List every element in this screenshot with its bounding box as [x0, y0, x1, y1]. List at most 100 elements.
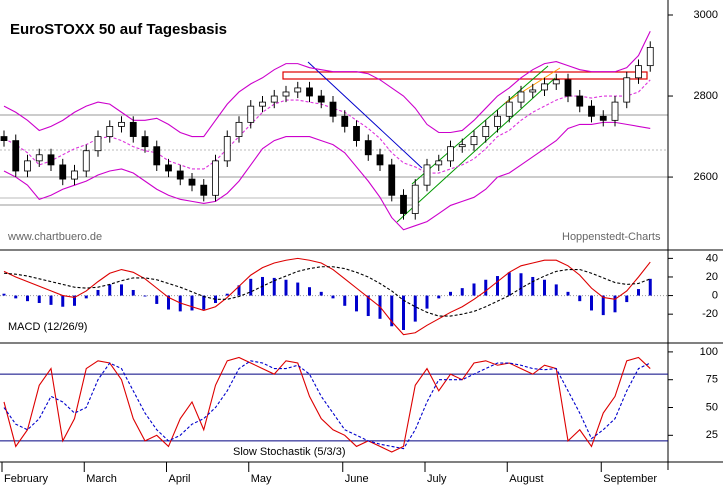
series-line [3, 121, 651, 231]
y-tick-label: 50 [706, 401, 718, 413]
candle-body [94, 136, 102, 152]
histogram-bar [472, 283, 476, 296]
candle-body [247, 105, 255, 123]
histogram-bar [167, 295, 170, 310]
histogram-bar [496, 276, 499, 296]
candle-body [447, 146, 454, 162]
histogram-bar [366, 295, 370, 317]
histogram-bar [519, 273, 523, 296]
candle-body [153, 146, 161, 166]
histogram-bar [402, 295, 405, 330]
candle-body [59, 164, 67, 180]
histogram-bar [566, 291, 570, 296]
candle-body [223, 136, 231, 162]
histogram-bar [2, 293, 6, 296]
histogram-bar [73, 295, 76, 306]
candle-body [635, 65, 642, 79]
series-line [3, 356, 651, 453]
candle-body [423, 164, 431, 186]
candle-body [353, 126, 360, 141]
y-tick-label: 2800 [694, 90, 718, 102]
candle-body [71, 170, 78, 180]
candle-body [118, 121, 125, 127]
resistance-zone [282, 71, 648, 80]
x-tick-label: March [86, 473, 117, 485]
decorations [0, 0, 723, 470]
histogram-bar [96, 289, 100, 296]
candle-body [541, 83, 548, 91]
candle-body [129, 121, 137, 137]
candle-body [529, 89, 537, 93]
candle-body [482, 126, 490, 137]
candle-body [329, 101, 337, 117]
histogram-bar [425, 295, 429, 309]
histogram-bar [26, 295, 29, 302]
histogram-bar [37, 295, 41, 304]
candle-body [400, 194, 407, 214]
candle-body [576, 95, 584, 107]
histogram-bar [155, 295, 159, 304]
histogram-bar [390, 295, 394, 327]
histogram-bar [449, 291, 452, 296]
candle-body [552, 79, 560, 85]
candle-body [82, 150, 90, 172]
histogram-bar [543, 279, 546, 296]
candle-body [388, 164, 396, 196]
y-tick-label: 25 [706, 429, 718, 441]
candle-body [611, 101, 619, 121]
histogram-bar [331, 295, 335, 299]
source-label: www.chartbuero.de [7, 231, 102, 243]
trend-channel [411, 65, 549, 185]
candle-body [588, 105, 595, 117]
histogram-bar [237, 285, 241, 296]
candle-body [306, 87, 313, 97]
y-tick-label: 0 [712, 289, 718, 301]
candle-body [646, 47, 654, 67]
histogram-bar [190, 295, 194, 311]
histogram-bar [437, 295, 441, 299]
x-tick-label: February [4, 473, 49, 485]
candle-body [317, 95, 325, 103]
x-tick-label: May [251, 473, 272, 485]
histogram-bar [601, 295, 605, 316]
histogram-bar [578, 295, 582, 302]
candle-body [200, 184, 208, 196]
source-label: Hoppenstedt-Charts [562, 231, 661, 243]
x-tick-label: June [345, 473, 369, 485]
histogram-bar [355, 295, 358, 312]
candle-body [458, 144, 466, 148]
histogram-bar [648, 278, 652, 296]
histogram-bar [637, 289, 640, 296]
candle-body [0, 136, 8, 141]
histogram-bar [554, 284, 558, 296]
histogram-bar [319, 291, 323, 296]
x-tick-label: April [169, 473, 191, 485]
histogram-bar [108, 284, 112, 296]
histogram-bar [143, 295, 147, 297]
y-tick-label: 20 [706, 271, 718, 283]
x-tick-label: September [603, 473, 657, 485]
candle-body [235, 121, 243, 137]
histogram-bar [272, 277, 276, 296]
series-line [3, 266, 651, 317]
candle-body [212, 160, 219, 196]
histogram-bar [202, 295, 206, 310]
candle-body [165, 164, 172, 172]
histogram-bar [590, 295, 593, 311]
candle-body [341, 115, 349, 127]
candle-body [470, 136, 478, 146]
histogram-bar [308, 287, 311, 296]
y-tick-label: 40 [706, 252, 718, 264]
trend-line [307, 61, 423, 169]
candle-body [294, 87, 302, 93]
x-tick-label: July [427, 473, 447, 485]
candle-body [35, 154, 43, 162]
candle-body [564, 79, 572, 97]
candle-body [141, 136, 149, 148]
histogram-bar [225, 293, 229, 296]
candle-body [494, 115, 501, 127]
y-tick-label: 75 [706, 374, 718, 386]
panel-title: Slow Stochastik (5/3/3) [233, 446, 346, 458]
histogram-bar [507, 272, 511, 296]
